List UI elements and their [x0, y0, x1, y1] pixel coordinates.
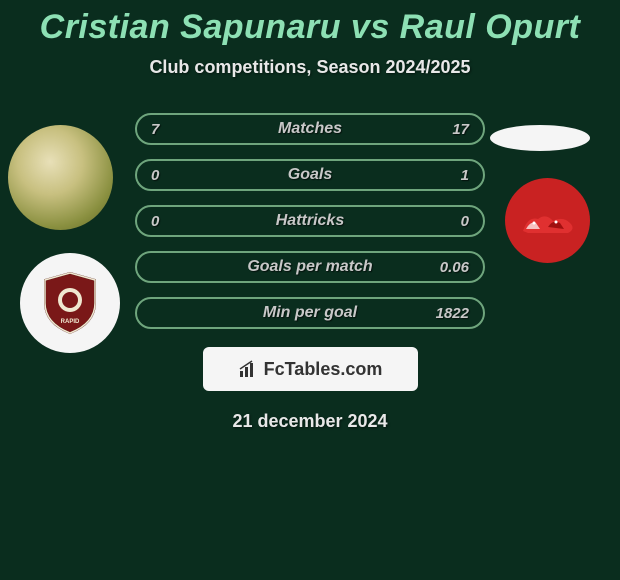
stat-row-matches: 7 Matches 17 [135, 113, 485, 145]
stats-container: 7 Matches 17 0 Goals 1 0 Hattricks 0 Goa… [135, 113, 485, 329]
stat-row-hattricks: 0 Hattricks 0 [135, 205, 485, 237]
stat-row-min-per-goal: Min per goal 1822 [135, 297, 485, 329]
bar-chart-icon [238, 359, 258, 379]
club-badge-left: RAPID [20, 253, 120, 353]
stat-left-value: 0 [151, 167, 159, 184]
stat-right-value: 1 [461, 167, 469, 184]
page-title: Cristian Sapunaru vs Raul Opurt [0, 0, 620, 47]
shield-icon: RAPID [35, 268, 105, 338]
stat-label: Hattricks [276, 212, 344, 230]
club-badge-right [505, 178, 590, 263]
svg-text:RAPID: RAPID [61, 319, 80, 325]
stat-label: Matches [278, 120, 342, 138]
date-label: 21 december 2024 [0, 411, 620, 432]
stat-label: Min per goal [263, 304, 357, 322]
stat-row-goals-per-match: Goals per match 0.06 [135, 251, 485, 283]
stat-right-value: 0 [461, 213, 469, 230]
stat-row-goals: 0 Goals 1 [135, 159, 485, 191]
stat-left-value: 0 [151, 213, 159, 230]
stat-label: Goals per match [247, 258, 372, 276]
watermark-label: FcTables.com [264, 359, 383, 380]
subtitle: Club competitions, Season 2024/2025 [0, 57, 620, 78]
watermark[interactable]: FcTables.com [203, 347, 418, 391]
stat-left-value: 7 [151, 121, 159, 138]
stat-right-value: 0.06 [440, 259, 469, 276]
stat-right-value: 1822 [436, 305, 469, 322]
player-left-avatar [8, 125, 113, 230]
stat-right-value: 17 [452, 121, 469, 138]
dogs-icon [518, 201, 578, 241]
stat-label: Goals [288, 166, 332, 184]
player-right-placeholder [490, 125, 590, 151]
